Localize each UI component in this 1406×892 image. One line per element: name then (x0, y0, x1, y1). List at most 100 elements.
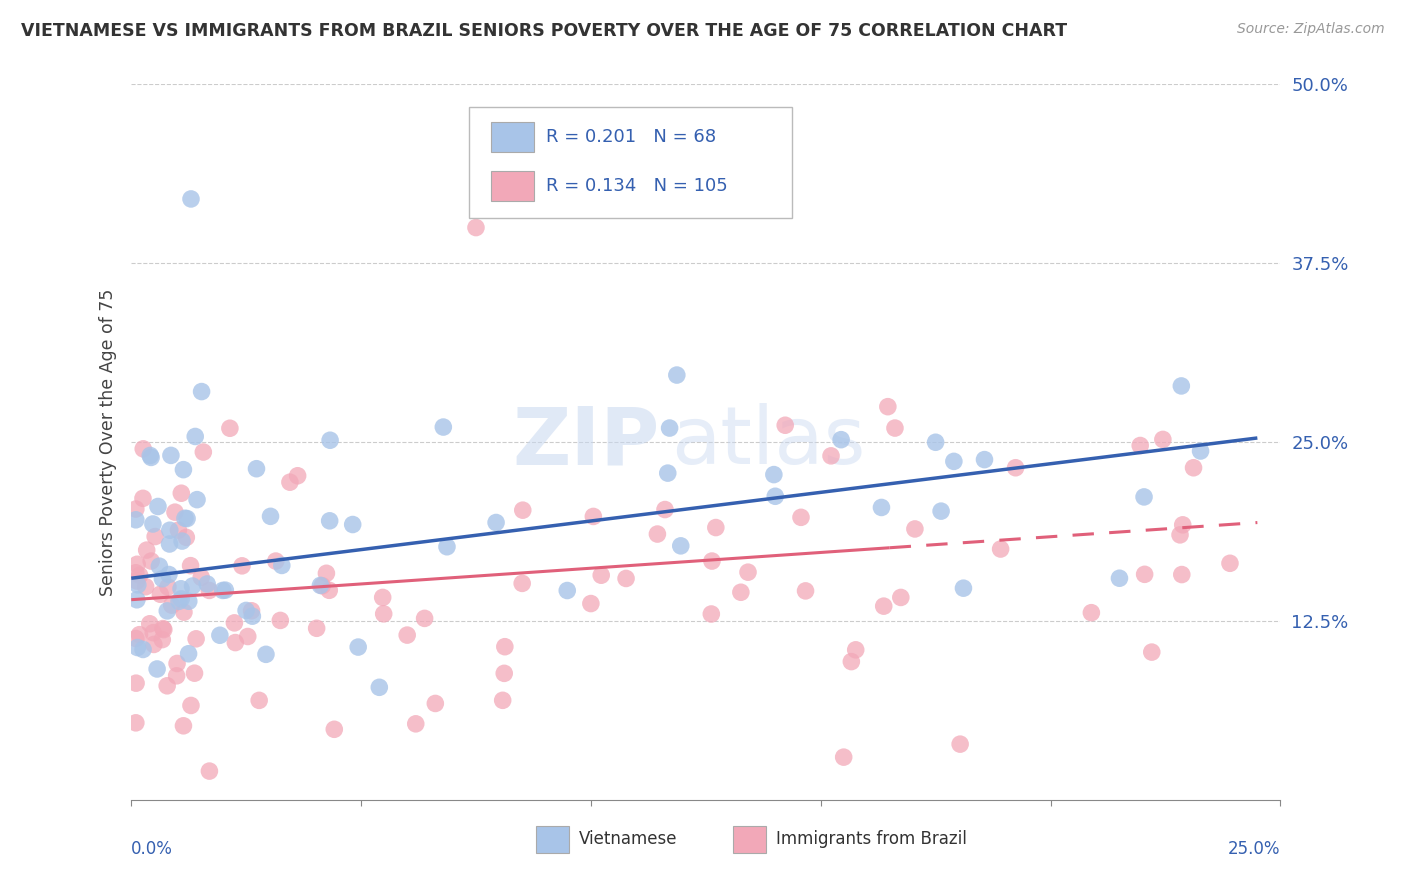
Point (247, 693, 270, 707)
Point (654, 502, 676, 516)
Point (142, 516, 165, 531)
Point (845, 643, 868, 657)
Point (371, 591, 394, 605)
Point (700, 607, 723, 621)
Point (1171, 567, 1194, 582)
Point (318, 514, 340, 528)
Point (231, 558, 253, 573)
Point (432, 420, 454, 434)
Point (614, 571, 637, 585)
Point (198, 764, 221, 778)
Point (318, 583, 340, 598)
Point (174, 511, 197, 525)
Text: ZIP: ZIP (513, 403, 659, 482)
Point (208, 628, 231, 642)
Point (125, 676, 148, 690)
Point (254, 648, 277, 662)
Point (942, 454, 965, 468)
Point (1140, 645, 1163, 659)
Point (763, 489, 786, 503)
Point (647, 527, 669, 541)
Point (245, 461, 267, 475)
Text: 0.0%: 0.0% (131, 840, 173, 858)
Point (465, 220, 488, 235)
Point (794, 583, 817, 598)
Text: 25.0%: 25.0% (1227, 840, 1281, 858)
Point (125, 592, 148, 607)
Point (240, 604, 263, 618)
Point (170, 582, 193, 596)
Point (132, 491, 155, 506)
Text: VIETNAMESE VS IMMIGRANTS FROM BRAZIL SENIORS POVERTY OVER THE AGE OF 75 CORRELAT: VIETNAMESE VS IMMIGRANTS FROM BRAZIL SEN… (21, 22, 1067, 40)
Point (396, 628, 419, 642)
Point (142, 625, 165, 640)
Point (219, 421, 242, 435)
Point (665, 368, 688, 382)
Point (132, 642, 155, 657)
Point (132, 442, 155, 456)
Point (190, 570, 212, 584)
Point (166, 669, 188, 683)
Point (425, 697, 447, 711)
Point (211, 583, 233, 598)
Point (148, 559, 170, 574)
Point (555, 583, 578, 598)
Point (198, 583, 221, 598)
Point (1133, 567, 1156, 582)
Point (269, 614, 291, 628)
Point (127, 558, 149, 572)
Point (157, 567, 180, 582)
Point (180, 558, 202, 573)
Point (924, 435, 946, 450)
Point (1168, 528, 1191, 542)
Point (139, 449, 162, 463)
Point (180, 698, 202, 713)
Point (172, 463, 194, 477)
Point (125, 715, 148, 730)
Text: Vietnamese: Vietnamese (579, 830, 678, 848)
Point (436, 540, 458, 554)
Point (240, 609, 263, 624)
Point (870, 500, 893, 515)
Point (173, 605, 195, 619)
Point (790, 510, 813, 524)
Point (167, 523, 190, 537)
Point (125, 502, 148, 516)
Point (177, 594, 200, 608)
Point (990, 542, 1012, 557)
Point (150, 632, 173, 647)
Point (1171, 517, 1194, 532)
Point (177, 647, 200, 661)
Point (342, 517, 364, 532)
Point (184, 632, 207, 646)
Point (159, 537, 181, 551)
Point (952, 581, 974, 595)
Point (170, 486, 193, 500)
Point (876, 400, 898, 414)
Point (494, 666, 516, 681)
Point (832, 750, 855, 764)
Point (166, 657, 188, 671)
Point (224, 635, 246, 649)
Point (309, 578, 332, 592)
Point (591, 568, 613, 582)
Point (737, 565, 759, 579)
Point (841, 655, 863, 669)
Point (152, 572, 174, 586)
Point (305, 621, 328, 635)
Point (235, 603, 257, 617)
Point (176, 530, 198, 544)
Point (492, 693, 515, 707)
Point (658, 421, 681, 435)
Point (287, 468, 309, 483)
Point (700, 554, 723, 568)
Point (704, 520, 727, 534)
Point (141, 554, 163, 568)
Point (347, 640, 370, 654)
Point (884, 421, 907, 435)
Point (195, 577, 218, 591)
Point (1129, 438, 1152, 452)
Point (159, 523, 181, 537)
Point (143, 529, 166, 543)
Text: Immigrants from Brazil: Immigrants from Brazil (776, 830, 967, 848)
